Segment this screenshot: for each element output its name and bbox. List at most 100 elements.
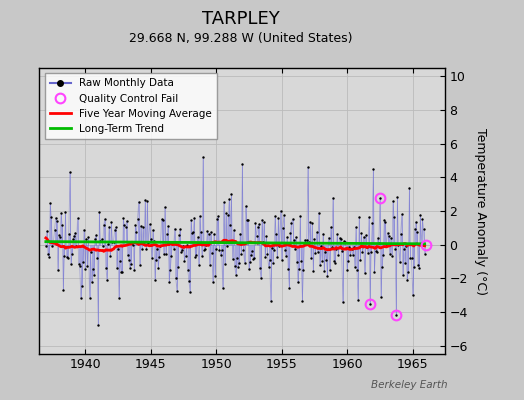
Point [337, 248, 346, 254]
Point [115, 295, 123, 301]
Point [189, 229, 198, 236]
Point [403, 277, 411, 284]
Point [374, 235, 382, 241]
Point [334, 252, 343, 258]
Point [280, 212, 288, 218]
Point [328, 244, 336, 250]
Point [378, 263, 386, 270]
Point [154, 265, 162, 271]
Point [347, 246, 356, 252]
Point [294, 279, 302, 286]
Point [203, 228, 212, 234]
Point [417, 241, 425, 248]
Point [145, 221, 154, 228]
Point [277, 257, 286, 263]
Point [181, 252, 190, 259]
Point [259, 239, 267, 245]
Point [362, 232, 370, 238]
Point [295, 266, 303, 272]
Point [212, 246, 220, 252]
Point [238, 161, 246, 167]
Point [226, 222, 235, 228]
Point [162, 251, 170, 258]
Point [290, 246, 299, 252]
Point [54, 232, 63, 238]
Point [172, 287, 181, 294]
Point [356, 257, 364, 264]
Point [255, 221, 263, 228]
Point [66, 169, 74, 175]
Point [123, 218, 131, 224]
Point [400, 246, 408, 252]
Point [50, 226, 59, 233]
Point [132, 229, 140, 236]
Point [180, 258, 189, 264]
Point [124, 252, 132, 259]
Point [78, 282, 86, 289]
Point [77, 295, 85, 302]
Point [46, 200, 54, 206]
Point [79, 259, 87, 265]
Point [62, 254, 71, 260]
Point [230, 227, 238, 234]
Point [164, 222, 172, 229]
Point [391, 246, 399, 252]
Point [367, 248, 375, 255]
Point [256, 265, 264, 272]
Point [397, 231, 405, 238]
Point [82, 236, 91, 242]
Point [128, 240, 136, 246]
Point [372, 248, 380, 254]
Point [306, 219, 314, 225]
Point [394, 242, 402, 248]
Point [410, 264, 418, 270]
Point [90, 272, 98, 278]
Point [314, 210, 323, 216]
Point [412, 219, 420, 225]
Point [126, 264, 134, 271]
Point [366, 301, 374, 308]
Point [248, 248, 256, 254]
Point [336, 236, 345, 242]
Point [330, 258, 338, 264]
Point [415, 265, 423, 271]
Point [190, 214, 199, 221]
Point [373, 249, 381, 255]
Point [351, 264, 359, 270]
Point [135, 198, 143, 205]
Point [150, 238, 158, 244]
Point [216, 252, 225, 258]
Point [155, 254, 163, 260]
Point [326, 224, 335, 230]
Legend: Raw Monthly Data, Quality Control Fail, Five Year Moving Average, Long-Term Tren: Raw Monthly Data, Quality Control Fail, … [45, 73, 217, 139]
Point [202, 242, 211, 248]
Point [175, 232, 183, 238]
Point [84, 234, 93, 240]
Point [159, 251, 168, 257]
Point [233, 255, 241, 261]
Point [235, 260, 243, 266]
Point [253, 232, 261, 239]
Point [408, 292, 417, 298]
Point [69, 236, 78, 242]
Point [96, 238, 105, 244]
Point [206, 229, 215, 235]
Point [99, 243, 107, 250]
Point [174, 264, 182, 270]
Point [133, 216, 141, 222]
Point [57, 210, 66, 216]
Point [361, 270, 369, 276]
Point [348, 252, 357, 258]
Point [56, 234, 64, 240]
Point [312, 229, 321, 236]
Point [310, 236, 319, 242]
Point [359, 234, 368, 240]
Point [393, 194, 401, 201]
Point [390, 214, 398, 220]
Point [318, 258, 326, 264]
Point [231, 263, 239, 270]
Point [307, 255, 315, 262]
Point [267, 297, 275, 304]
Point [122, 223, 130, 230]
Point [187, 217, 195, 223]
